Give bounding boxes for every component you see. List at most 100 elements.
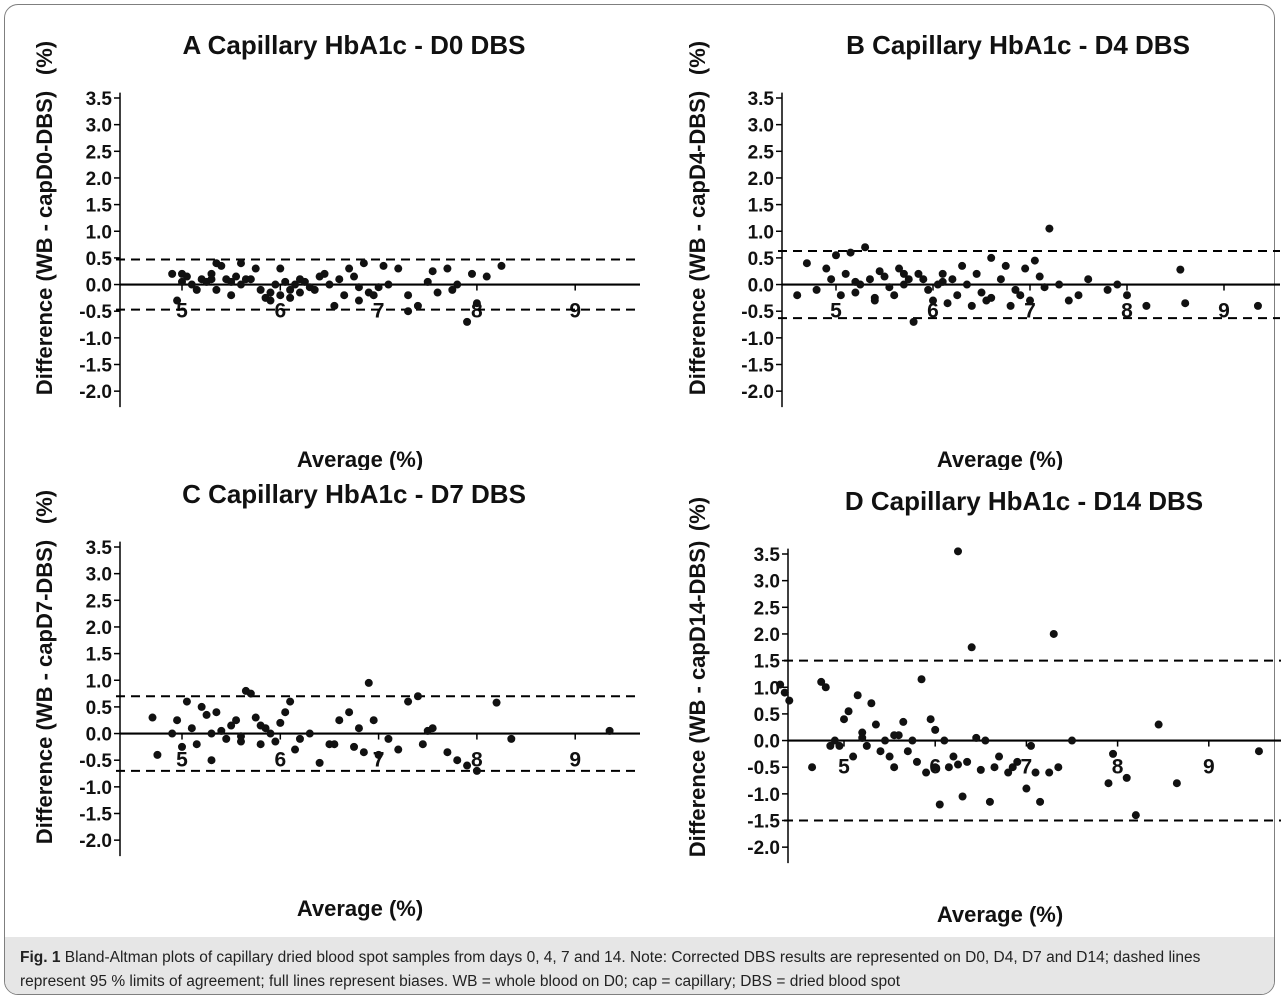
data-point-d [821,683,830,692]
data-point-c [413,692,422,701]
plot-c: C Capillary HbA1c - D7 DBS Difference (WB… [32,479,640,921]
data-point-b [870,293,879,302]
data-point-a [463,317,472,326]
y-tick-label-d: 1.0 [754,678,780,699]
data-point-a [448,285,457,294]
y-tick-label-a: -2.0 [79,382,112,403]
x-tick-label-c: 7 [373,749,385,772]
y-tick-label-c: -0.5 [79,751,112,772]
data-point-c [256,740,265,749]
data-point-c [359,748,368,757]
data-point-c [227,721,236,730]
data-point-c [281,708,290,717]
data-point-d [1013,757,1022,766]
data-point-a [330,301,339,310]
y-tick-label-b: 1.0 [748,222,774,243]
data-point-a [310,285,319,294]
data-point-c [394,745,403,754]
data-point-c [232,716,241,725]
y-tick-label-c: 1.0 [86,671,112,692]
data-point-a [320,269,329,278]
data-point-c [173,716,182,725]
y-tick-label-c: 0.0 [86,725,112,746]
data-point-d [844,707,853,716]
data-point-a [374,283,383,292]
x-tick-label-c: 8 [471,749,483,772]
figure-caption: Fig. 1 Bland-Altman plots of capillary d… [20,946,1270,994]
y-tick-label-b: -0.5 [741,302,774,323]
data-point-a [212,285,221,294]
figure-frame [4,4,1275,995]
data-point-a [232,272,241,281]
data-point-a [350,272,359,281]
data-point-a [286,293,295,302]
data-point-d [885,752,894,761]
data-point-a [236,259,245,268]
data-point-c [266,729,275,738]
y-axis-unit-b: (%) [685,41,710,75]
data-point-d [908,736,917,745]
x-tick-label-c: 5 [176,749,188,772]
data-point-a [276,291,285,300]
data-point-c [443,748,452,757]
data-point-c [335,716,344,725]
y-tick-label-c: -1.0 [79,778,112,799]
x-tick-label-b: 5 [830,300,842,323]
data-point-d [835,741,844,750]
data-point-b [875,267,884,276]
data-point-d [926,715,935,724]
y-tick-label-b: -1.0 [741,329,774,350]
data-point-c [207,756,216,765]
data-point-b [924,285,933,294]
data-point-a [404,291,413,300]
data-point-b [1026,296,1034,305]
data-point-c [192,740,201,749]
data-point-a [433,288,442,297]
y-tick-label-b: 0.5 [748,249,775,270]
data-point-d [890,731,899,740]
data-point-b [890,291,899,300]
data-point-c [202,710,211,719]
data-point-c [507,734,516,743]
data-point-c [345,708,354,717]
data-point-b [836,291,845,300]
data-point-a [182,272,191,281]
x-tick-label-a: 9 [569,300,581,323]
data-point-d [1022,784,1031,793]
data-point-a [404,307,413,316]
data-point-c [236,732,245,741]
y-axis-unit-d: (%) [685,497,710,531]
data-point-b [861,243,870,252]
data-point-b [958,261,967,270]
data-point-d [776,680,785,689]
data-point-d [912,757,921,766]
data-point-d [817,677,826,686]
y-tick-label-c: 2.0 [86,618,112,639]
data-point-c [246,689,255,698]
data-point-d [1104,779,1113,788]
data-point-b [967,301,976,310]
y-axis-unit-a: (%) [32,41,57,75]
y-tick-label-c: 2.5 [86,591,113,612]
data-point-d [985,797,994,806]
data-point-d [935,800,944,809]
data-point-b [938,277,947,286]
y-tick-label-a: 3.0 [86,116,112,137]
data-point-b [1040,283,1049,292]
x-tick-label-c: 6 [274,749,286,772]
data-point-d [1131,811,1140,820]
data-point-b [938,269,947,278]
data-point-a [428,267,437,276]
data-point-d [1068,736,1076,745]
data-point-a [354,296,363,305]
data-point-d [990,763,999,772]
plot-a: A Capillary HbA1c - D0 DBS Difference (WB… [32,30,640,470]
data-point-a [335,275,344,284]
data-point-a [192,285,201,294]
data-point-c [364,678,373,687]
data-point-d [840,715,848,724]
data-point-b [914,269,923,278]
y-tick-label-d: 2.0 [754,625,780,646]
data-point-a [325,280,334,289]
data-point-b [1103,285,1112,294]
